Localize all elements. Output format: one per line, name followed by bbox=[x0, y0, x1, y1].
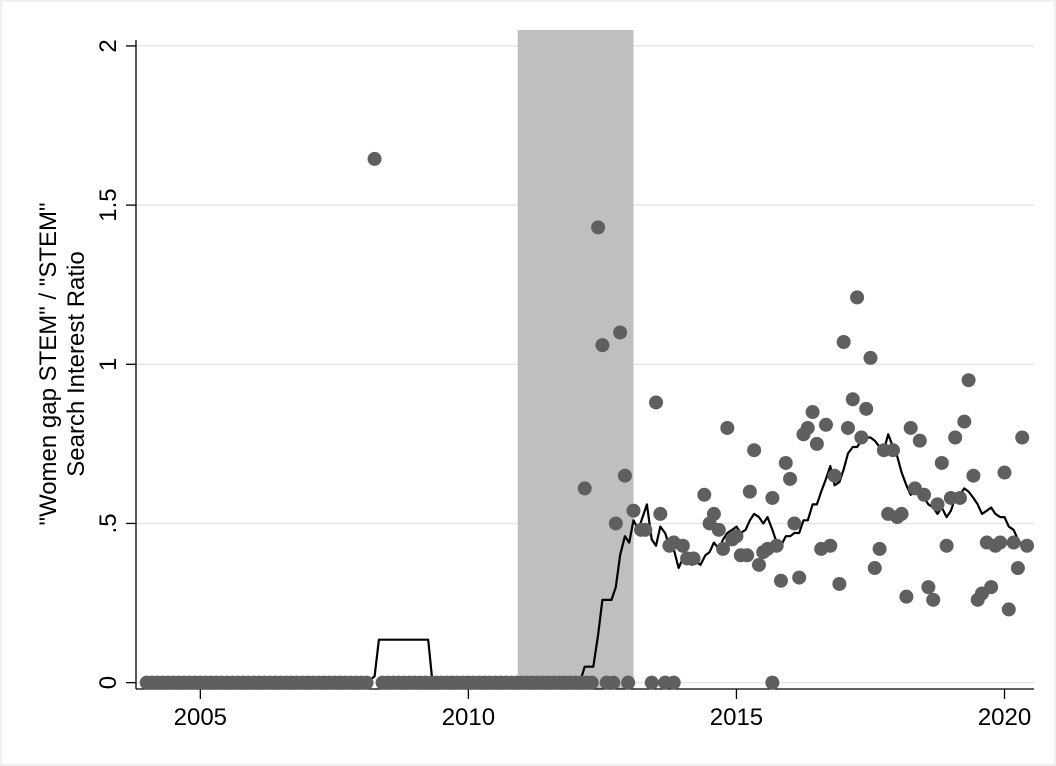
data-point bbox=[711, 522, 726, 537]
data-point bbox=[751, 557, 766, 572]
data-point bbox=[1015, 430, 1030, 445]
data-point bbox=[993, 535, 1008, 550]
data-point bbox=[840, 420, 855, 435]
data-point bbox=[948, 430, 963, 445]
data-point bbox=[666, 675, 681, 690]
data-point bbox=[894, 506, 909, 521]
data-point bbox=[872, 541, 887, 556]
data-point bbox=[899, 589, 914, 604]
data-point bbox=[827, 468, 842, 483]
data-point bbox=[675, 538, 690, 553]
tick-labels: 0 .5 1 1.5 2 2005 2010 2015 2020 bbox=[95, 39, 1031, 731]
data-point bbox=[867, 561, 882, 576]
data-point bbox=[617, 468, 632, 483]
y-tick-label: 1.5 bbox=[95, 188, 122, 221]
shaded-region-group bbox=[517, 30, 634, 689]
x-tick-label: 2010 bbox=[442, 704, 495, 731]
data-point bbox=[886, 443, 901, 458]
data-point bbox=[1006, 535, 1021, 550]
data-point bbox=[917, 487, 932, 502]
data-point bbox=[792, 570, 807, 585]
data-point bbox=[863, 350, 878, 365]
data-point bbox=[805, 405, 820, 420]
data-point bbox=[584, 675, 599, 690]
data-point bbox=[697, 487, 712, 502]
x-tick-label: 2015 bbox=[710, 704, 763, 731]
data-point bbox=[966, 468, 981, 483]
data-point bbox=[845, 392, 860, 407]
data-point bbox=[706, 506, 721, 521]
data-point bbox=[773, 573, 788, 588]
data-point bbox=[850, 290, 865, 305]
data-point bbox=[367, 151, 382, 166]
data-point bbox=[859, 401, 874, 416]
data-point bbox=[595, 338, 610, 353]
data-point bbox=[809, 436, 824, 451]
data-point bbox=[778, 455, 793, 470]
shaded-region bbox=[517, 30, 634, 689]
data-point bbox=[939, 538, 954, 553]
data-point bbox=[740, 548, 755, 563]
data-point bbox=[742, 484, 757, 499]
data-point bbox=[644, 675, 659, 690]
data-point bbox=[359, 675, 374, 690]
data-point bbox=[649, 395, 664, 410]
data-point bbox=[686, 551, 701, 566]
data-point bbox=[653, 506, 668, 521]
data-point bbox=[765, 675, 780, 690]
data-point bbox=[953, 490, 968, 505]
data-point bbox=[818, 417, 833, 432]
data-point bbox=[621, 675, 636, 690]
data-point bbox=[787, 516, 802, 531]
data-point bbox=[765, 490, 780, 505]
series-points-group bbox=[139, 151, 1035, 690]
data-point bbox=[613, 325, 628, 340]
data-point bbox=[769, 538, 784, 553]
y-tick-label: 2 bbox=[95, 39, 122, 52]
data-point bbox=[1020, 538, 1035, 553]
data-point bbox=[800, 420, 815, 435]
data-point bbox=[626, 503, 641, 518]
data-point bbox=[984, 580, 999, 595]
data-point bbox=[716, 541, 731, 556]
data-point bbox=[930, 497, 945, 512]
data-point bbox=[832, 576, 847, 591]
data-point bbox=[747, 443, 762, 458]
data-point bbox=[577, 481, 592, 496]
y-tick-label: .5 bbox=[95, 513, 122, 533]
data-point bbox=[1010, 561, 1025, 576]
data-point bbox=[912, 433, 927, 448]
x-tick-label: 2005 bbox=[174, 704, 227, 731]
data-point bbox=[854, 430, 869, 445]
data-point bbox=[823, 538, 838, 553]
data-point bbox=[836, 334, 851, 349]
y-tick-label: 0 bbox=[95, 676, 122, 689]
x-tick-label: 2020 bbox=[978, 704, 1031, 731]
data-point bbox=[934, 455, 949, 470]
data-point bbox=[926, 592, 941, 607]
data-point bbox=[606, 675, 621, 690]
y-axis-title-line-1: "Women gap STEM" / "STEM" bbox=[35, 202, 62, 525]
y-axis-title-line-2: Search Interest Ratio bbox=[63, 251, 90, 476]
data-point bbox=[921, 580, 936, 595]
data-point bbox=[1001, 602, 1016, 617]
data-point bbox=[729, 529, 744, 544]
data-point bbox=[591, 220, 606, 235]
data-point bbox=[783, 471, 798, 486]
data-point bbox=[638, 522, 653, 537]
data-point bbox=[997, 465, 1012, 480]
y-tick-label: 1 bbox=[95, 358, 122, 371]
data-point bbox=[720, 420, 735, 435]
data-point bbox=[903, 420, 918, 435]
data-point bbox=[608, 516, 623, 531]
data-point bbox=[957, 414, 972, 429]
data-point bbox=[961, 373, 976, 388]
